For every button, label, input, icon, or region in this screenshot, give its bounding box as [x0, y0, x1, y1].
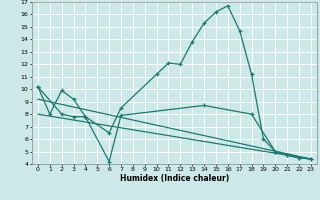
X-axis label: Humidex (Indice chaleur): Humidex (Indice chaleur)	[120, 174, 229, 183]
